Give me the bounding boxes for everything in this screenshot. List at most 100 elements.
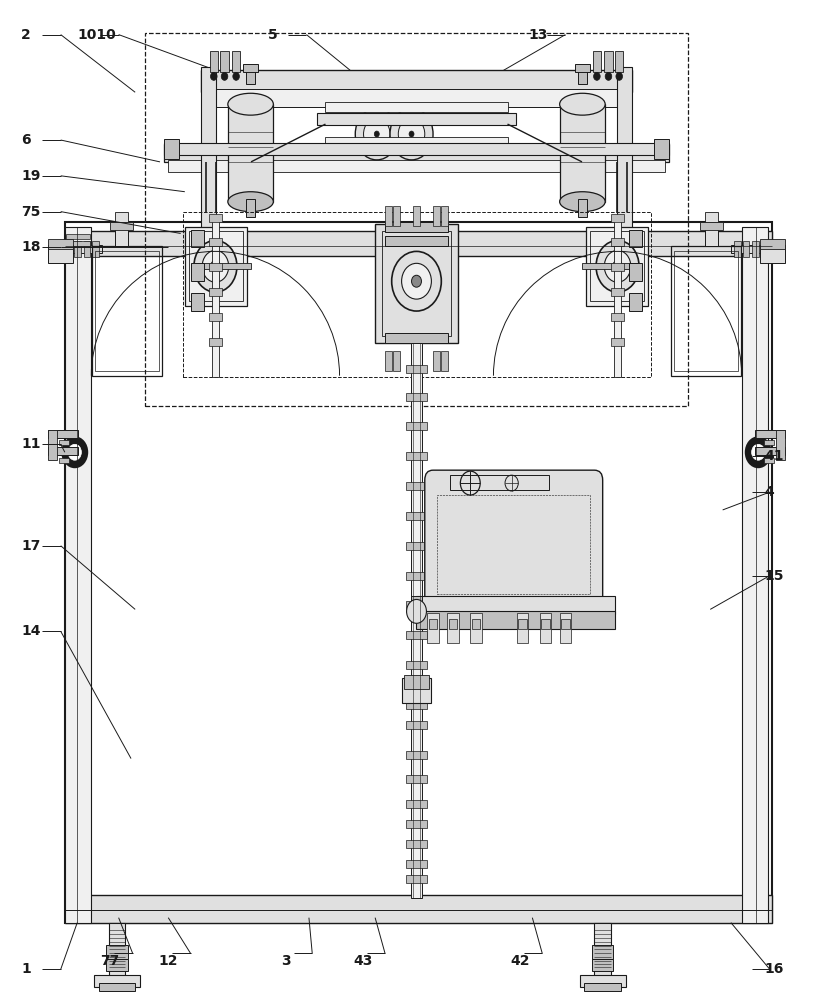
Text: 19: 19	[21, 169, 40, 183]
Bar	[65, 227, 92, 923]
Text: 18: 18	[21, 240, 41, 254]
Bar	[611, 288, 624, 296]
FancyBboxPatch shape	[425, 470, 602, 609]
Bar	[406, 482, 427, 490]
Circle shape	[409, 131, 414, 137]
Bar	[611, 214, 624, 222]
Bar	[516, 613, 528, 643]
Circle shape	[363, 118, 390, 150]
Bar	[413, 351, 420, 371]
Bar	[164, 139, 179, 159]
Bar	[209, 313, 222, 321]
Bar	[110, 222, 132, 230]
Bar	[209, 263, 222, 271]
Circle shape	[407, 599, 426, 623]
Bar	[96, 251, 159, 371]
Bar	[441, 351, 448, 371]
Bar	[183, 212, 651, 377]
Bar	[393, 206, 400, 226]
Bar	[375, 224, 458, 343]
Bar	[437, 495, 591, 594]
Bar	[734, 241, 741, 257]
Bar	[214, 89, 619, 107]
Bar	[59, 458, 69, 463]
Text: 1: 1	[21, 962, 31, 976]
Bar	[629, 263, 641, 281]
Circle shape	[355, 108, 398, 160]
Bar	[192, 263, 204, 281]
Bar	[92, 246, 162, 376]
Bar	[164, 143, 669, 155]
Bar	[84, 241, 91, 257]
Bar	[416, 611, 615, 629]
Bar	[611, 263, 624, 271]
Circle shape	[605, 72, 611, 80]
Bar	[385, 206, 392, 226]
Ellipse shape	[560, 192, 605, 212]
Bar	[592, 945, 613, 959]
Text: 14: 14	[21, 624, 41, 638]
Bar	[406, 751, 427, 759]
Bar	[752, 241, 759, 257]
Bar	[192, 230, 204, 247]
Bar	[471, 613, 481, 643]
Bar	[580, 975, 626, 987]
Bar	[94, 975, 140, 987]
Bar	[764, 249, 779, 259]
Bar	[232, 51, 240, 72]
Bar	[210, 51, 218, 72]
Bar	[385, 222, 448, 232]
Bar	[221, 51, 229, 72]
Bar	[406, 422, 427, 430]
Bar	[760, 239, 785, 249]
Bar	[107, 945, 127, 959]
Bar	[450, 475, 549, 490]
Bar	[742, 241, 749, 257]
Bar	[771, 241, 777, 257]
Bar	[706, 227, 718, 246]
Bar	[755, 430, 785, 438]
Text: 12: 12	[158, 954, 177, 968]
Circle shape	[398, 118, 425, 150]
Bar	[66, 234, 91, 239]
Bar	[393, 351, 400, 371]
Bar	[65, 232, 772, 256]
Bar	[406, 875, 427, 883]
Bar	[406, 452, 427, 460]
Bar	[518, 619, 526, 629]
Bar	[202, 263, 251, 269]
Bar	[48, 245, 73, 263]
Circle shape	[392, 251, 441, 311]
Bar	[107, 959, 127, 971]
Bar	[406, 365, 427, 373]
Bar	[406, 701, 427, 709]
Text: 2: 2	[21, 28, 31, 42]
Bar	[406, 631, 427, 639]
Bar	[56, 241, 62, 257]
Bar	[48, 447, 78, 455]
Bar	[242, 64, 258, 72]
Bar	[228, 104, 273, 202]
Text: 11: 11	[21, 437, 41, 451]
Circle shape	[194, 240, 237, 292]
Bar	[674, 251, 737, 371]
Bar	[406, 721, 427, 729]
Bar	[585, 983, 621, 991]
Text: 17: 17	[21, 539, 40, 553]
Bar	[411, 596, 422, 614]
Bar	[654, 139, 669, 159]
Bar	[764, 440, 774, 445]
Text: 75: 75	[21, 205, 40, 219]
Bar	[541, 619, 550, 629]
Bar	[404, 675, 429, 689]
Bar	[578, 69, 587, 84]
Bar	[385, 333, 448, 343]
Bar	[59, 440, 69, 445]
Text: 77: 77	[101, 954, 120, 968]
Bar	[406, 661, 427, 669]
Bar	[592, 959, 613, 971]
Bar	[595, 923, 611, 982]
Circle shape	[594, 72, 601, 80]
Bar	[65, 222, 772, 923]
Bar	[449, 619, 457, 629]
